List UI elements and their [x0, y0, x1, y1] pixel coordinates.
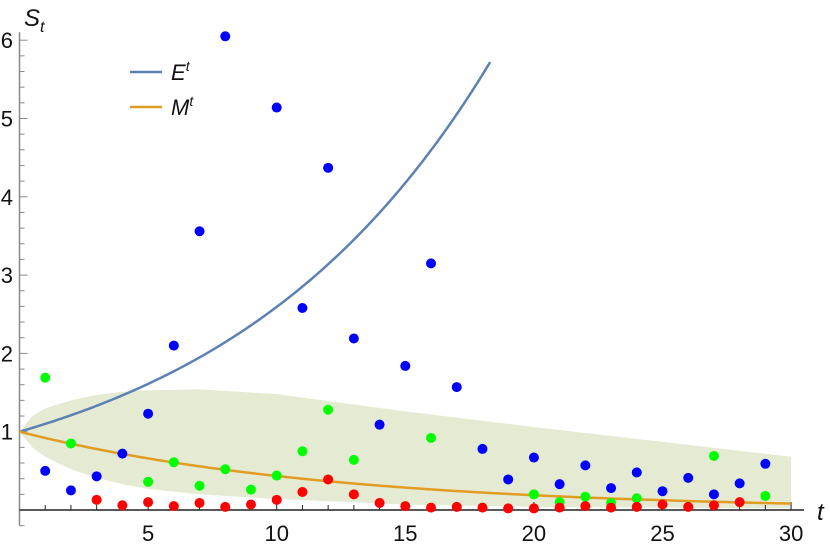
data-point [606, 483, 617, 494]
data-point [426, 502, 437, 513]
data-point [657, 486, 668, 497]
data-point [65, 485, 76, 496]
data-point [91, 471, 102, 482]
legend: Et Mt [130, 58, 194, 120]
data-point [606, 502, 617, 513]
data-point [271, 470, 282, 481]
data-point [734, 497, 745, 508]
data-point [168, 340, 179, 351]
data-point [323, 474, 334, 485]
data-point [631, 467, 642, 478]
legend-label-e-superscript: t [186, 58, 191, 74]
y-axis-title: St [24, 5, 45, 36]
x-tick-label: 15 [393, 521, 417, 544]
data-point [297, 302, 308, 313]
data-point [400, 501, 411, 512]
data-point [554, 502, 565, 513]
data-point [580, 460, 591, 471]
data-point [426, 432, 437, 443]
y-tick-label: 3 [1, 263, 13, 288]
data-point [683, 501, 694, 512]
data-point [477, 502, 488, 513]
data-point [554, 479, 565, 490]
data-point [194, 497, 205, 508]
data-point [580, 491, 591, 502]
data-point [528, 503, 539, 514]
data-point [426, 258, 437, 269]
data-point [708, 450, 719, 461]
data-point [451, 382, 462, 393]
y-tick-label: 6 [1, 28, 13, 53]
data-point [297, 446, 308, 457]
data-point [245, 499, 256, 510]
data-point [245, 484, 256, 495]
data-point [40, 465, 51, 476]
data-point [400, 360, 411, 371]
x-tick-label: 5 [142, 521, 154, 544]
data-point [708, 500, 719, 511]
x-axis-title: t [817, 499, 825, 526]
data-point [348, 333, 359, 344]
data-point [323, 404, 334, 415]
data-point [528, 489, 539, 500]
data-point [477, 443, 488, 454]
line-e-t [19, 61, 492, 433]
confidence-band [19, 389, 792, 509]
legend-label-m: Mt [171, 93, 194, 120]
data-point [297, 486, 308, 497]
data-point [143, 476, 154, 487]
data-point [348, 454, 359, 465]
data-point [760, 490, 771, 501]
data-point [323, 162, 334, 173]
legend-label-m-superscript: t [189, 93, 194, 109]
data-point [143, 497, 154, 508]
legend-label-e: Et [171, 58, 191, 85]
y-tick-label: 4 [1, 185, 13, 210]
data-point [194, 226, 205, 237]
data-point [683, 472, 694, 483]
data-point [348, 489, 359, 500]
data-point [117, 500, 128, 511]
data-point [503, 474, 514, 485]
points [40, 31, 771, 514]
data-point [220, 464, 231, 475]
data-point [143, 408, 154, 419]
data-point [374, 497, 385, 508]
data-point [503, 503, 514, 514]
data-point [91, 494, 102, 505]
x-tick-label: 25 [650, 521, 674, 544]
x-tick-label: 30 [779, 521, 803, 544]
data-point [168, 457, 179, 468]
x-tick-label: 20 [522, 521, 546, 544]
data-point [117, 448, 128, 459]
y-tick-label: 2 [1, 341, 13, 366]
data-point [657, 499, 668, 510]
data-point [528, 452, 539, 463]
data-point [40, 372, 51, 383]
y-tick-label: 5 [1, 107, 13, 132]
legend-label-e-base: E [171, 60, 186, 85]
data-point [708, 489, 719, 500]
y-tick-label: 1 [1, 420, 13, 445]
data-point [168, 501, 179, 512]
x-tick-label: 10 [264, 521, 288, 544]
data-point [220, 501, 231, 512]
data-point [194, 480, 205, 491]
y-axis-title-subscript: t [40, 19, 45, 36]
data-point [220, 31, 231, 42]
data-point [734, 478, 745, 489]
data-point [65, 438, 76, 449]
data-point [271, 102, 282, 113]
data-point [271, 494, 282, 505]
legend-label-m-base: M [171, 95, 190, 120]
y-axis-title-base: S [24, 5, 40, 32]
data-point [631, 501, 642, 512]
data-point [580, 501, 591, 512]
data-point [451, 501, 462, 512]
data-point [760, 458, 771, 469]
data-point [374, 419, 385, 430]
data-point [631, 493, 642, 504]
